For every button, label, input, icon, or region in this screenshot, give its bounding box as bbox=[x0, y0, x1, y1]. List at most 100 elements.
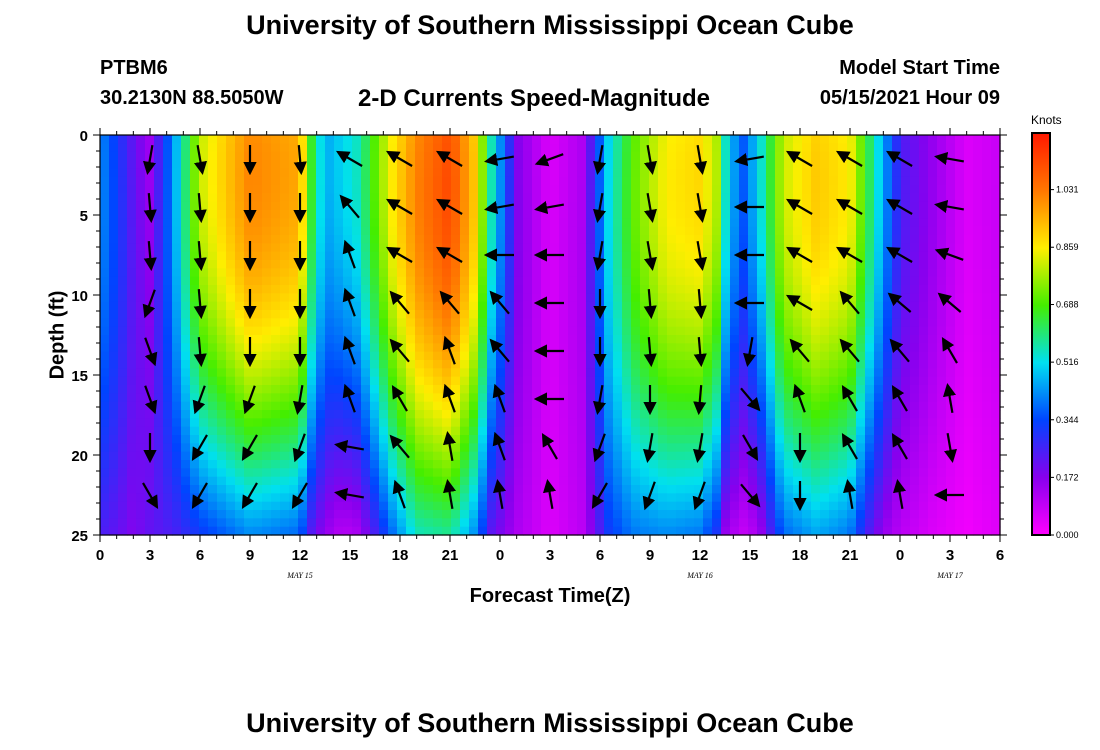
heatmap-cell bbox=[964, 435, 974, 444]
heatmap-cell bbox=[856, 485, 866, 494]
heatmap-cell bbox=[847, 160, 857, 169]
heatmap-cell bbox=[820, 160, 830, 169]
heatmap-cell bbox=[604, 493, 614, 503]
heatmap-cell bbox=[181, 218, 191, 228]
heatmap-cell bbox=[379, 343, 389, 353]
heatmap-cell bbox=[712, 226, 722, 236]
heatmap-cell bbox=[190, 410, 200, 419]
heatmap-cell bbox=[262, 143, 272, 153]
heatmap-cell bbox=[856, 251, 866, 261]
heatmap-cell bbox=[190, 343, 200, 353]
heatmap-cell bbox=[460, 368, 470, 378]
heatmap-cell bbox=[739, 485, 749, 494]
heatmap-cell bbox=[460, 301, 470, 311]
heatmap-cell bbox=[154, 410, 164, 419]
heatmap-cell bbox=[901, 260, 911, 269]
heatmap-cell bbox=[910, 185, 920, 194]
heatmap-cell bbox=[451, 268, 461, 278]
heatmap-cell bbox=[703, 335, 713, 344]
heatmap-cell bbox=[829, 368, 839, 378]
heatmap-cell bbox=[496, 351, 506, 361]
heatmap-cell bbox=[172, 301, 182, 311]
heatmap-cell bbox=[316, 168, 326, 178]
heatmap-cell bbox=[568, 360, 578, 369]
heatmap-cell bbox=[478, 318, 488, 328]
heatmap-cell bbox=[622, 435, 632, 444]
heatmap-cell bbox=[550, 243, 560, 253]
heatmap-cell bbox=[937, 468, 947, 478]
heatmap-cell bbox=[487, 268, 497, 278]
heatmap-cell bbox=[541, 418, 551, 428]
heatmap-cell bbox=[163, 443, 173, 453]
heatmap-cell bbox=[802, 435, 812, 444]
heatmap-cell bbox=[109, 426, 119, 436]
heatmap-cell bbox=[982, 335, 992, 344]
heatmap-cell bbox=[190, 351, 200, 361]
heatmap-cell bbox=[847, 526, 857, 536]
heatmap-cell bbox=[568, 160, 578, 169]
heatmap-cell bbox=[568, 526, 578, 536]
heatmap-cell bbox=[478, 243, 488, 253]
heatmap-cell bbox=[991, 385, 1001, 394]
model-start-label: Model Start Time bbox=[839, 57, 1000, 79]
heatmap-cell bbox=[604, 418, 614, 428]
heatmap-cell bbox=[658, 493, 668, 503]
heatmap-cell bbox=[820, 310, 830, 319]
heatmap-cell bbox=[451, 193, 461, 203]
heatmap-cell bbox=[739, 318, 749, 328]
heatmap-cell bbox=[685, 368, 695, 378]
heatmap-cell bbox=[982, 401, 992, 411]
heatmap-cell bbox=[397, 135, 407, 144]
heatmap-cell bbox=[271, 226, 281, 236]
heatmap-cell bbox=[217, 368, 227, 378]
heatmap-cell bbox=[361, 285, 371, 294]
heatmap-cell bbox=[424, 201, 434, 211]
heatmap-cell bbox=[604, 210, 614, 219]
heatmap-cell bbox=[559, 476, 569, 486]
heatmap-cell bbox=[154, 385, 164, 394]
heatmap-cell bbox=[307, 410, 317, 419]
station-id: PTBM6 bbox=[100, 57, 168, 79]
heatmap-cell bbox=[487, 135, 497, 144]
heatmap-cell bbox=[325, 476, 335, 486]
heatmap-cell bbox=[325, 260, 335, 269]
heatmap-cell bbox=[568, 201, 578, 211]
heatmap-cell bbox=[955, 185, 965, 194]
heatmap-cell bbox=[487, 385, 497, 394]
heatmap-cell bbox=[136, 176, 146, 186]
heatmap-cell bbox=[739, 351, 749, 361]
heatmap-cell bbox=[595, 226, 605, 236]
heatmap-cell bbox=[964, 210, 974, 219]
heatmap-cell bbox=[361, 218, 371, 228]
heatmap-cell bbox=[910, 360, 920, 369]
heatmap-cell bbox=[676, 526, 686, 536]
heatmap-cell bbox=[811, 385, 821, 394]
heatmap-cell bbox=[766, 235, 776, 244]
heatmap-cell bbox=[946, 526, 956, 536]
heatmap-cell bbox=[928, 210, 938, 219]
heatmap-cell bbox=[820, 460, 830, 469]
heatmap-cell bbox=[118, 151, 128, 161]
heatmap-cell bbox=[613, 401, 623, 411]
heatmap-cell bbox=[667, 168, 677, 178]
heatmap-cell bbox=[469, 201, 479, 211]
heatmap-cell bbox=[361, 418, 371, 428]
heatmap-cell bbox=[811, 393, 821, 403]
heatmap-cell bbox=[910, 460, 920, 469]
heatmap-cell bbox=[136, 385, 146, 394]
heatmap-cell bbox=[793, 485, 803, 494]
heatmap-cell bbox=[694, 510, 704, 519]
heatmap-cell bbox=[172, 210, 182, 219]
current-vector-arrow bbox=[885, 246, 913, 263]
heatmap-cell bbox=[631, 285, 641, 294]
heatmap-cell bbox=[478, 218, 488, 228]
heatmap-cell bbox=[505, 476, 515, 486]
heatmap-cell bbox=[937, 335, 947, 344]
heatmap-cell bbox=[640, 168, 650, 178]
heatmap-cell bbox=[352, 285, 362, 294]
heatmap-cell bbox=[568, 393, 578, 403]
heatmap-cell bbox=[568, 176, 578, 186]
heatmap-cell bbox=[514, 326, 524, 336]
current-vector-arrow bbox=[534, 201, 564, 215]
heatmap-cell bbox=[235, 335, 245, 344]
